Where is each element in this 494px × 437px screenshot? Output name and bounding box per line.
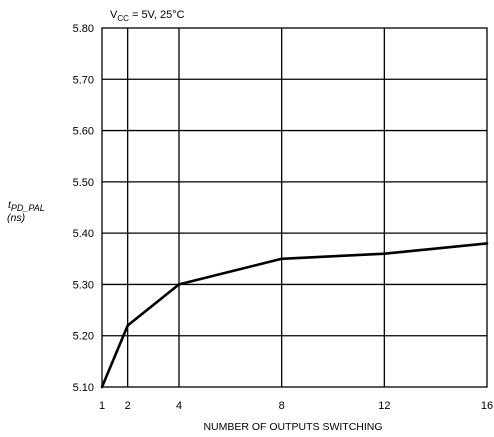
y-tick-label: 5.30 bbox=[73, 279, 94, 291]
series-layer bbox=[100, 242, 489, 389]
y-tick-label: 5.80 bbox=[73, 23, 94, 35]
condition-rest: = 5V, 25°C bbox=[129, 9, 185, 21]
y-tick-label: 5.40 bbox=[73, 228, 94, 240]
y-axis-label-symbol: tPD_PAL bbox=[8, 199, 45, 213]
x-tick-label: 12 bbox=[378, 400, 390, 412]
x-tick-labels: 1 2 4 8 12 16 bbox=[99, 400, 493, 412]
x-tick-label: 4 bbox=[176, 400, 182, 412]
x-tick-label: 2 bbox=[125, 400, 131, 412]
y-tick-label: 5.50 bbox=[73, 177, 94, 189]
y-axis-label-subscript: PD_PAL bbox=[11, 203, 45, 213]
x-tick-label: 1 bbox=[99, 400, 105, 412]
y-tick-labels: 5.10 5.20 5.30 5.40 5.50 5.60 5.70 5.80 bbox=[73, 23, 94, 394]
y-axis-label-unit: (ns) bbox=[7, 212, 25, 224]
condition-vcc-subscript: CC bbox=[117, 14, 129, 23]
y-tick-label: 5.60 bbox=[73, 126, 94, 138]
x-axis-label: NUMBER OF OUTPUTS SWITCHING bbox=[203, 421, 382, 433]
x-tick-label: 16 bbox=[481, 400, 493, 412]
y-tick-label: 5.10 bbox=[73, 382, 94, 394]
condition-vcc-prefix: V bbox=[110, 9, 118, 21]
y-tick-label: 5.20 bbox=[73, 331, 94, 343]
condition-label: VCC = 5V, 25°C bbox=[110, 9, 185, 23]
series-line bbox=[100, 242, 489, 389]
x-tick-label: 8 bbox=[279, 400, 285, 412]
y-tick-label: 5.70 bbox=[73, 74, 94, 86]
y-axis-label-t: t bbox=[8, 199, 12, 211]
plot-frame bbox=[101, 27, 488, 388]
grid bbox=[102, 28, 487, 387]
